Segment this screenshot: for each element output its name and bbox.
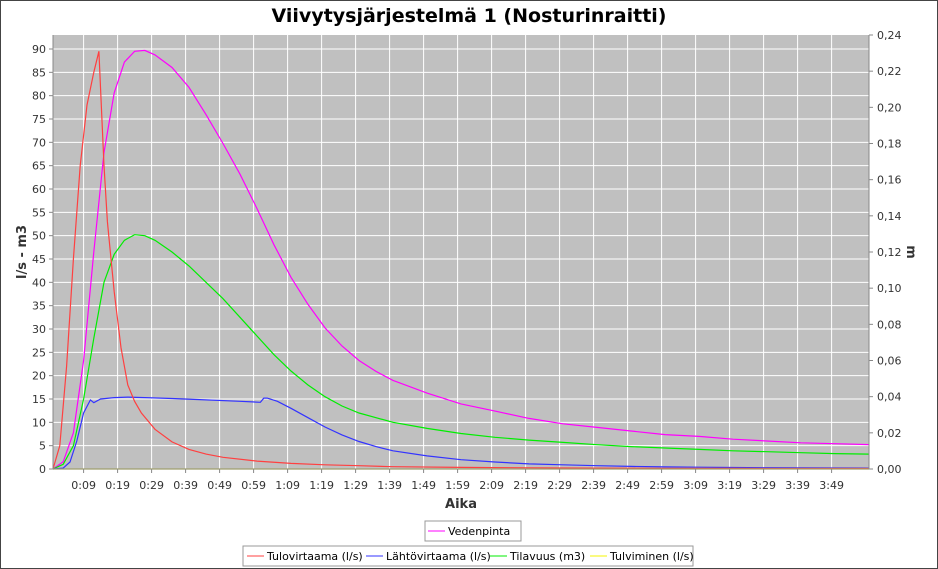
legend-label-lahtovirtaama: Lähtövirtaama (l/s) [386, 550, 491, 563]
y-tick-label: 85 [32, 66, 46, 79]
y-tick-label: 70 [32, 136, 46, 149]
series-line-lähtövirtaama-l-s [52, 396, 870, 470]
x-tick-label: 0:59 [241, 479, 266, 492]
y-right-tick-label: 0,24 [877, 29, 902, 42]
y-tick-label: 45 [32, 253, 46, 266]
y-right-tick-label: 0,16 [877, 174, 902, 187]
grid-lines [53, 35, 869, 470]
y-axis-label-right: m [903, 245, 918, 259]
y-tick-label: 50 [32, 230, 46, 243]
x-tick-label: 1:19 [309, 479, 334, 492]
x-tick-label: 2:59 [649, 479, 674, 492]
y-tick-label: 15 [32, 393, 46, 406]
y-tick-label: 20 [32, 370, 46, 383]
y-tick-label: 90 [32, 43, 46, 56]
x-tick-label: 1:39 [377, 479, 402, 492]
chart-title: Viivytysjärjestelmä 1 (Nosturinraitti) [272, 5, 667, 27]
x-tick-label: 1:59 [445, 479, 470, 492]
series-line-tulovirtaama-l-s [52, 51, 869, 470]
y-right-tick-label: 0,08 [877, 318, 902, 331]
legend-bottom-box [242, 545, 694, 567]
x-tick-label: 2:19 [513, 479, 538, 492]
y-tick-label: 55 [32, 206, 46, 219]
y-tick-label: 10 [32, 416, 46, 429]
legend-label-tulviminen: Tulviminen (l/s) [609, 550, 694, 563]
y-tick-label: 75 [32, 113, 46, 126]
x-tick-label: 2:39 [581, 479, 606, 492]
y-tick-label: 80 [32, 90, 46, 103]
y-right-tick-label: 0,06 [877, 355, 902, 368]
y-right-tick-label: 0,10 [877, 282, 902, 295]
x-tick-label: 1:09 [275, 479, 300, 492]
legend-label-tulovirtaama: Tulovirtaama (l/s) [266, 550, 363, 563]
x-tick-label: 2:09 [479, 479, 504, 492]
y-right-tick-label: 0,12 [877, 246, 902, 259]
y-tick-label: 0 [39, 463, 46, 476]
tick-labels: 0 5 10 15 20 25 30 35 40 45 50 55 60 65 70 75 80 85 90 0,00… [32, 29, 902, 492]
x-tick-label: 0:29 [139, 479, 164, 492]
legend-top-box [424, 520, 522, 542]
x-tick-label: 3:39 [785, 479, 810, 492]
x-tick-label: 3:49 [819, 479, 844, 492]
y-right-tick-label: 0,00 [877, 463, 902, 476]
y-right-tick-label: 0,04 [877, 391, 902, 404]
series-line-vedenpinta [52, 49, 870, 470]
y-tick-label: 30 [32, 323, 46, 336]
x-tick-label: 2:49 [615, 479, 640, 492]
y-tick-label: 40 [32, 276, 46, 289]
x-tick-label: 3:09 [683, 479, 708, 492]
legend-label-vedenpinta: Vedenpinta [448, 525, 510, 538]
legend-label-tilavuus: Tilavuus (m3) [509, 550, 585, 563]
x-tick-label: 0:19 [105, 479, 130, 492]
x-tick-label: 2:29 [547, 479, 572, 492]
x-tick-label: 3:19 [717, 479, 742, 492]
y-tick-label: 60 [32, 183, 46, 196]
y-tick-label: 65 [32, 160, 46, 173]
x-tick-label: 0:09 [71, 479, 96, 492]
y-right-tick-label: 0,14 [877, 210, 902, 223]
y-tick-label: 25 [32, 346, 46, 359]
y-right-tick-label: 0,20 [877, 101, 902, 114]
x-tick-label: 0:49 [207, 479, 232, 492]
x-tick-label: 1:29 [343, 479, 368, 492]
plot-area [53, 35, 869, 469]
x-axis-label: Aika [445, 497, 477, 512]
y-right-tick-label: 0,22 [877, 65, 902, 78]
y-tick-label: 5 [39, 440, 46, 453]
series-line-tilavuus-m3 [52, 234, 870, 470]
x-tick-label: 1:49 [411, 479, 436, 492]
x-tick-label: 3:29 [751, 479, 776, 492]
x-tick-label: 0:39 [173, 479, 198, 492]
y-axis-label-left: l/s - m3 [15, 225, 30, 279]
y-tick-label: 35 [32, 300, 46, 313]
y-right-tick-label: 0,02 [877, 427, 902, 440]
y-right-tick-label: 0,18 [877, 138, 902, 151]
